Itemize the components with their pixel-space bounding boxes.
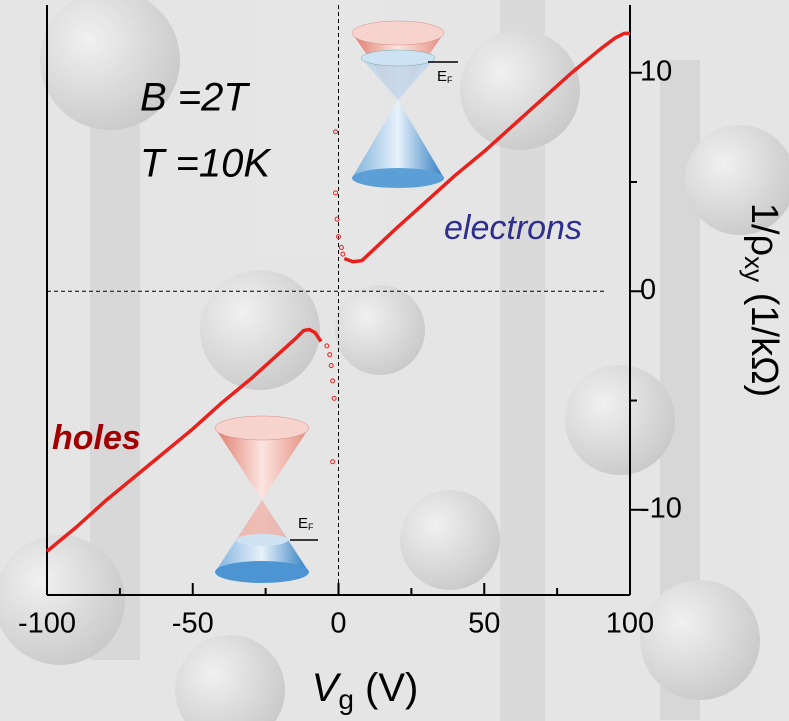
chart: EF EF B =2T T =10K electrons holes Vg (V… bbox=[0, 0, 789, 721]
x-tick-label: -50 bbox=[172, 608, 214, 640]
x-axis-label: Vg (V) bbox=[312, 666, 419, 716]
x-tick-label: 50 bbox=[468, 608, 500, 640]
x-tick-label: 0 bbox=[330, 608, 346, 640]
y-axis-label: 1/ρxy (1/kΩ) bbox=[739, 203, 785, 397]
x-tick-label: 100 bbox=[606, 608, 654, 640]
annotation: electrons bbox=[444, 209, 582, 247]
annotation: T =10K bbox=[140, 142, 272, 186]
annotation: B =2T bbox=[140, 76, 250, 120]
y-tick-label: 0 bbox=[640, 274, 656, 306]
x-tick-label: -100 bbox=[18, 608, 76, 640]
y-tick-label: 10 bbox=[640, 55, 672, 87]
annotation: holes bbox=[52, 419, 141, 457]
y-tick-label: -10 bbox=[640, 492, 682, 524]
